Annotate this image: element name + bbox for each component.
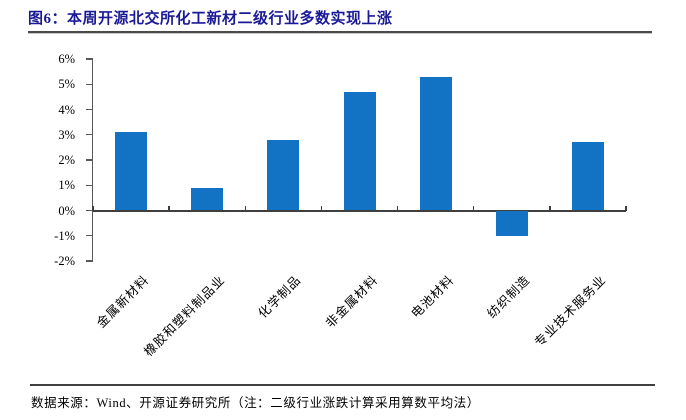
y-axis-tick-label: 0% [58,203,75,218]
x-axis-category-label: 金属新材料 [94,272,152,331]
bar-金属新材料 [115,132,148,211]
y-axis-tick [86,209,93,212]
x-axis-tick [625,205,627,211]
x-axis-category-label: 专业技术服务业 [531,272,609,350]
data-source-note: 数据来源：Wind、开源证券研究所（注：二级行业涨跌计算采用算数平均法） [31,396,480,410]
y-axis-tick-label: 6% [58,52,75,66]
y-axis-tick [86,184,93,186]
x-axis-category-label: 电池材料 [408,272,457,321]
y-axis-tick [86,260,93,262]
y-axis-tick-label: -2% [54,254,75,268]
y-axis-tick-label: -1% [54,228,75,243]
title-divider-line [28,31,652,33]
x-axis-category-label: 非金属材料 [322,272,381,331]
bar-化学制品 [267,139,300,211]
bar-橡胶和塑料制品业 [191,187,224,211]
y-axis-tick [86,83,93,85]
y-axis-tick [86,134,93,136]
x-axis-tick [168,205,170,211]
x-axis-tick [473,205,475,211]
y-axis-tick-label: 4% [58,102,75,117]
bar-非金属材料 [343,91,376,211]
bar-电池材料 [419,76,452,211]
plot-area [86,58,627,262]
x-axis-tick [396,205,399,211]
x-axis-tick [92,205,94,211]
y-axis-tick-label: 5% [58,77,75,92]
y-axis-tick [86,108,93,111]
x-axis-category-label: 化学制品 [255,272,305,321]
x-axis-category-label: 纺织制造 [484,272,533,321]
footer-divider-line [30,384,655,386]
x-axis-tick [320,205,323,211]
y-axis-tick [86,58,93,60]
y-axis-tick [86,235,93,237]
x-axis-tick [549,205,551,211]
y-axis-labels: 6% 5% 4% 3% 2% 1% 0% -1% -2% [0,52,85,268]
bar-纺织制造 [495,210,528,236]
y-axis-tick-label: 2% [58,153,75,167]
figure-title: 图6：本周开源北交所化工新材二级行业多数实现上涨 [28,11,393,27]
x-axis-labels: 金属新材料 橡胶和塑料制品业 化学制品 非金属材料 电池材料 纺织制造 专业技术服务业 [92,266,625,376]
zero-axis-line [93,209,626,212]
y-axis-tick-label: 3% [58,127,75,142]
y-axis-tick [86,159,93,161]
y-axis-tick-label: 1% [58,178,75,193]
bar-专业技术服务业 [571,142,604,211]
x-axis-tick [244,205,246,211]
